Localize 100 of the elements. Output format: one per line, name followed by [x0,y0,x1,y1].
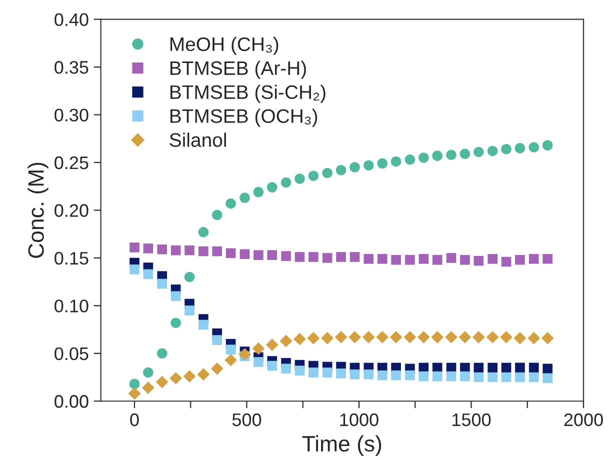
y-tick-label: 0.05 [54,347,88,360]
point [184,245,194,256]
y-tick-label: 0.25 [54,156,88,170]
point [417,330,430,344]
point [254,357,264,367]
point [350,162,360,172]
legend-label: MeOH (CH₃) [170,36,278,55]
point [431,330,444,344]
point [240,192,250,203]
point [336,252,346,262]
x-tick-label: 1500 [452,413,491,426]
point [198,246,208,256]
point [336,368,346,378]
point [156,376,168,388]
y-tick-label: 0.10 [54,300,88,312]
x-axis-title: Time (s) [302,435,382,456]
point [542,254,552,264]
point [515,362,525,373]
point [404,154,416,165]
point [254,250,264,260]
point [391,254,401,265]
point [128,387,141,400]
point [336,164,346,176]
point [348,330,361,344]
point [460,254,470,265]
point [142,382,154,394]
point [528,372,539,382]
x-tick-label: 0 [130,413,139,426]
point [210,362,224,375]
point [364,254,374,264]
point [281,251,291,261]
point [486,330,499,344]
point [170,245,181,256]
point [308,368,318,378]
point [487,146,498,156]
point [542,364,552,374]
point [460,148,470,160]
x-tick-label: 1000 [340,413,378,426]
point [446,253,456,263]
y-tick-label: 0.30 [54,108,88,122]
y-tick-label: 0.35 [54,60,88,74]
point [280,334,292,348]
point [377,254,388,264]
point [226,248,236,258]
y-tick-label: 0.20 [54,204,88,217]
legend-label: Silanol [170,132,226,147]
point [266,338,278,352]
point [294,252,305,262]
point [130,264,140,274]
point [405,370,415,380]
point [267,360,278,371]
point [432,254,442,265]
legend-label: BTMSEB (OCH₃) [170,108,318,127]
point [474,146,484,158]
point [514,143,526,154]
point [515,254,525,265]
point [157,278,168,289]
point [391,370,401,380]
point [376,330,389,344]
point [184,272,195,282]
point [362,330,375,344]
point [460,371,470,382]
point [446,371,456,382]
point [488,362,498,373]
point [541,332,554,344]
point [212,210,222,220]
point [198,227,209,238]
point [445,330,458,344]
point [542,140,553,150]
point [446,150,456,160]
legend-label: BTMSEB (Ar-H) [170,60,306,79]
point [281,364,291,374]
point [143,269,154,280]
point [197,368,210,381]
point [226,198,236,209]
point [212,246,222,256]
point [528,142,540,152]
point [240,249,250,260]
point [129,378,140,390]
point [294,366,305,376]
point [528,254,539,264]
y-axis-title: Conc. (M) [28,162,48,258]
point [308,170,319,182]
point [252,342,265,355]
point [226,344,236,354]
point [224,354,238,366]
point [515,372,525,382]
point [364,160,374,171]
point [500,330,512,344]
point [474,372,484,382]
point [266,182,278,192]
point [501,362,512,373]
point [472,330,485,344]
point [390,156,402,167]
point [528,332,540,344]
point [307,332,320,344]
point [418,152,429,163]
point [501,372,512,382]
point [350,369,360,380]
point [308,252,318,262]
